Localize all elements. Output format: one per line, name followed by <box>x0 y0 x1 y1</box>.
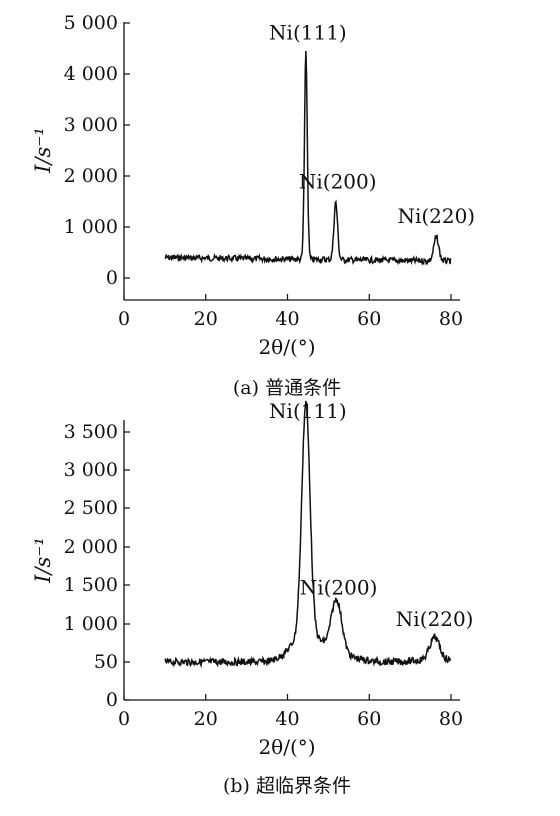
x-axis-label: 2θ/(°) <box>258 335 315 359</box>
chart-panel-b: 0 50 1 000 1 500 2 000 2 500 3 000 3 500 0 20 40 6… <box>31 399 473 797</box>
x-tick-label: 80 <box>439 708 463 730</box>
y-tick-label: 4 000 <box>64 63 118 85</box>
y-tick-label: 2 000 <box>64 165 118 187</box>
y-axis-label: I/s⁻¹ <box>31 127 55 174</box>
y-tick-label: 3 000 <box>64 459 118 481</box>
y-axis-label: I/s⁻¹ <box>31 537 55 584</box>
peak-label: Ni(220) <box>397 204 475 228</box>
y-tick-label: 50 <box>94 651 118 673</box>
y-tick-label: 1 500 <box>64 574 118 596</box>
x-tick-label: 60 <box>357 308 381 330</box>
peak-labels: Ni(111) Ni(200) Ni(220) <box>269 21 475 229</box>
diffraction-curve <box>164 50 452 266</box>
y-ticks: 0 50 1 000 1 500 2 000 2 500 3 000 3 500 <box>64 421 130 711</box>
peak-label: Ni(111) <box>269 399 347 423</box>
peak-label: Ni(200) <box>299 170 377 194</box>
x-tick-label: 60 <box>357 708 381 730</box>
diffraction-curve <box>164 400 452 669</box>
x-ticks: 0 20 40 60 80 <box>118 694 463 730</box>
x-tick-label: 0 <box>118 708 130 730</box>
x-tick-label: 20 <box>194 708 218 730</box>
peak-labels: Ni(111) Ni(200) Ni(220) <box>269 399 473 631</box>
y-tick-label: 2 500 <box>64 497 118 519</box>
y-tick-label: 0 <box>106 689 118 711</box>
y-tick-label: 3 500 <box>64 421 118 443</box>
y-tick-label: 2 000 <box>64 536 118 558</box>
x-ticks: 0 20 40 60 80 <box>118 294 463 330</box>
x-tick-label: 40 <box>275 308 299 330</box>
y-tick-label: 0 <box>106 267 118 289</box>
chart-panel-a: 0 1 000 2 000 3 000 4 000 5 000 0 20 40 60 80 Ni(… <box>31 12 475 399</box>
y-ticks: 0 1 000 2 000 3 000 4 000 5 000 <box>64 12 130 289</box>
x-axis-label: 2θ/(°) <box>258 735 315 759</box>
peak-label: Ni(200) <box>300 575 378 599</box>
y-tick-label: 3 000 <box>64 114 118 136</box>
chart-caption: (a) 普通条件 <box>233 377 341 399</box>
x-tick-label: 20 <box>194 308 218 330</box>
y-tick-label: 1 000 <box>64 216 118 238</box>
x-tick-label: 40 <box>275 708 299 730</box>
y-tick-label: 1 000 <box>64 613 118 635</box>
peak-label: Ni(111) <box>269 21 347 45</box>
y-tick-label: 5 000 <box>64 12 118 34</box>
x-tick-label: 80 <box>439 308 463 330</box>
x-tick-label: 0 <box>118 308 130 330</box>
peak-label: Ni(220) <box>396 607 474 631</box>
chart-caption: (b) 超临界条件 <box>223 775 351 797</box>
